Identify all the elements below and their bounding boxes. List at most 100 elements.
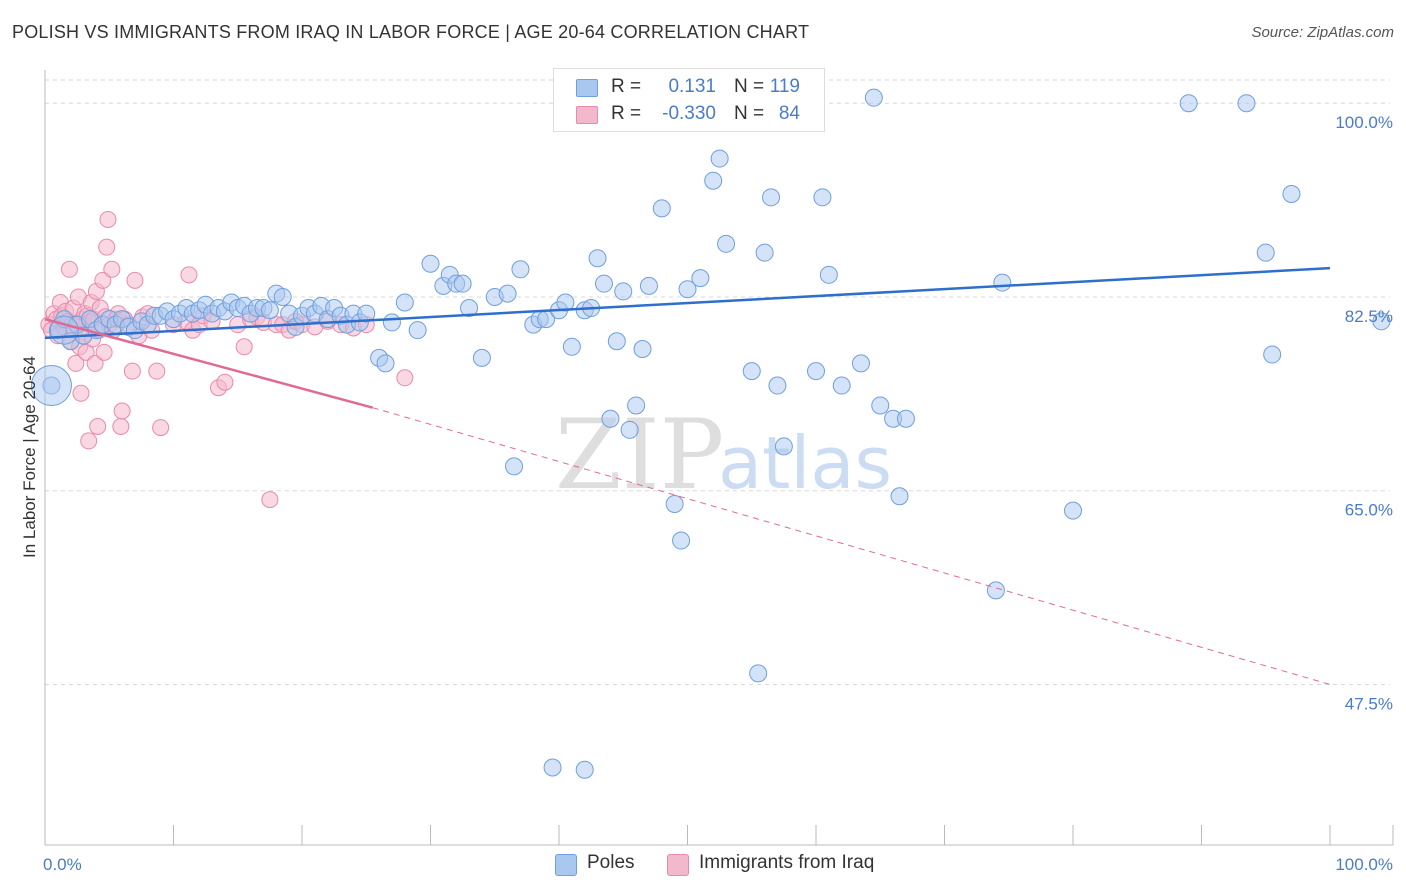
poles-point: [768, 376, 787, 395]
poles-point: [704, 171, 723, 190]
poles-point: [453, 274, 472, 293]
poles-point: [601, 409, 620, 428]
y-tick-label: 100.0%: [1335, 113, 1393, 132]
iraq-point: [98, 238, 116, 256]
iraq-point: [103, 260, 121, 278]
poles-point: [607, 332, 626, 351]
x-tick-label: 0.0%: [43, 855, 82, 874]
poles-trend-line: [44, 266, 1331, 340]
iraq-trend-line: [44, 317, 374, 409]
iraq-point: [126, 271, 144, 289]
watermark-zip: ZIP: [555, 399, 724, 511]
poles-point: [1179, 94, 1198, 113]
poles-point: [742, 362, 761, 381]
poles-point: [382, 313, 401, 332]
poles-point: [717, 234, 736, 253]
poles-point: [505, 457, 524, 476]
trend-lines: [44, 266, 1331, 685]
series-poles: [30, 88, 1391, 779]
poles-point: [896, 409, 915, 428]
iraq-point: [152, 419, 170, 437]
grid-layer: [45, 79, 1390, 685]
poles-point: [498, 284, 517, 303]
poles-point: [511, 260, 530, 279]
iraq-point: [80, 432, 98, 450]
iraq-point: [113, 402, 131, 420]
iraq-point: [123, 362, 141, 380]
poles-point: [357, 304, 376, 323]
poles-point: [652, 199, 671, 218]
poles-point: [421, 254, 440, 273]
poles-point: [562, 337, 581, 356]
poles-point: [665, 495, 684, 513]
iraq-point: [216, 373, 234, 391]
legend-r-value: -0.330: [662, 103, 716, 124]
poles-point: [871, 396, 890, 415]
poles-point: [556, 293, 575, 312]
watermark-atlas: atlas: [718, 421, 892, 505]
legend-row-poles: R = 0.131 N = 119: [554, 73, 824, 101]
poles-point: [986, 581, 1005, 600]
poles-point: [807, 362, 825, 381]
poles-point: [639, 276, 658, 295]
iraq-point: [94, 271, 112, 289]
poles-point: [1237, 94, 1256, 113]
poles-point: [819, 265, 838, 284]
poles-point: [575, 760, 594, 779]
iraq-trend-extension: [372, 407, 1331, 685]
poles-point: [594, 274, 613, 293]
legend-n-label: N =: [734, 103, 765, 124]
iraq-point: [148, 362, 166, 380]
poles-point: [273, 287, 292, 306]
poles-point: [1282, 185, 1301, 203]
poles-point: [813, 188, 832, 207]
legend-r-label: R =: [611, 103, 642, 124]
poles-point: [395, 293, 414, 312]
iraq-point: [89, 418, 107, 435]
iraq-point: [60, 260, 78, 278]
y-axis-label: In Labor Force | Age 20-64: [20, 356, 39, 558]
legend-label-iraq: Immigrants from Iraq: [699, 852, 875, 873]
iraq-point: [396, 369, 414, 387]
iraq-point: [72, 384, 90, 402]
axes-layer: [44, 70, 1394, 846]
series-iraq: [40, 210, 414, 509]
watermark: ZIP atlas: [555, 399, 892, 511]
poles-point: [472, 348, 491, 367]
source-label: Source: ZipAtlas.com: [1251, 24, 1394, 41]
poles-point: [691, 269, 710, 288]
legend-swatch-poles: [555, 854, 577, 876]
iraq-point: [261, 491, 279, 509]
poles-point: [620, 420, 639, 439]
poles-point: [1263, 345, 1282, 364]
legend-swatch-iraq: [576, 106, 598, 124]
chart-title: POLISH VS IMMIGRANTS FROM IRAQ IN LABOR …: [12, 22, 810, 42]
legend-r-value: 0.131: [668, 76, 716, 97]
poles-point: [678, 280, 697, 299]
x-tick-label: 100.0%: [1335, 855, 1393, 874]
legend-swatch-poles: [576, 79, 598, 97]
poles-point: [627, 396, 646, 415]
poles-point: [376, 354, 395, 373]
poles-point: [1064, 501, 1082, 520]
poles-point: [588, 249, 607, 268]
poles-point: [993, 273, 1012, 292]
iraq-point: [86, 354, 104, 372]
poles-point: [762, 188, 781, 207]
poles-point: [710, 149, 729, 168]
iraq-point: [95, 343, 113, 361]
iraq-point: [99, 210, 117, 228]
poles-point: [408, 321, 427, 340]
iraq-point: [180, 266, 198, 284]
legend-row-iraq: R = -0.330 N = 84: [554, 100, 824, 128]
legend-stats: R = 0.131 N = 119 R = -0.330 N = 84: [553, 68, 825, 132]
poles-point: [672, 531, 691, 550]
poles-point: [755, 243, 774, 262]
poles-point: [1256, 243, 1275, 262]
y-tick-label: 65.0%: [1345, 501, 1393, 520]
poles-point: [460, 299, 479, 318]
poles-point: [749, 664, 768, 683]
legend-r-label: R =: [611, 76, 642, 97]
poles-point: [832, 376, 851, 395]
